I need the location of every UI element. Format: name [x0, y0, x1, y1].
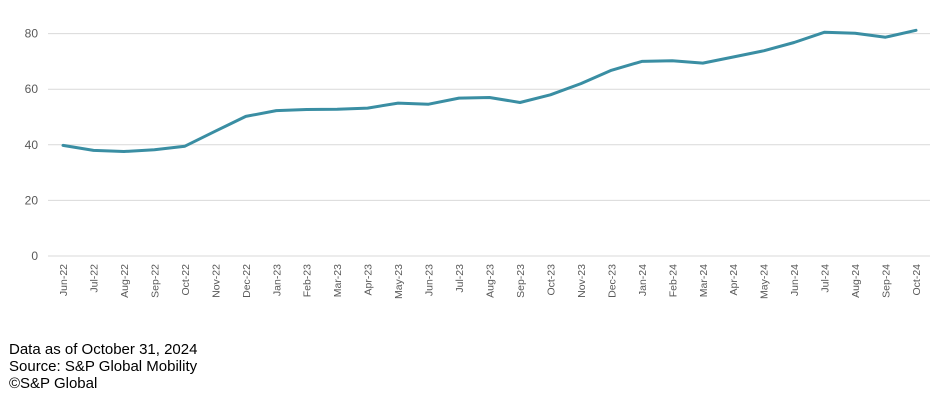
y-tick-label: 20 — [25, 193, 39, 207]
x-tick-label: Jan-23 — [271, 264, 283, 296]
copyright-note: ©S&P Global — [9, 375, 98, 392]
gridlines — [48, 33, 930, 257]
x-tick-label: Jul-24 — [820, 264, 832, 293]
data-as-of-note: Data as of October 31, 2024 — [9, 341, 198, 358]
y-tick-label: 0 — [31, 249, 38, 263]
series-layer — [61, 28, 918, 153]
x-tick-label: Aug-22 — [119, 264, 131, 298]
x-tick-label: Nov-23 — [576, 264, 588, 298]
x-tick-label: Jul-22 — [88, 264, 100, 293]
x-tick-label: May-23 — [393, 264, 405, 299]
x-tick-label: Oct-24 — [911, 264, 923, 296]
x-tick-label: Mar-24 — [698, 264, 710, 297]
x-tick-label: Sep-22 — [149, 264, 161, 298]
x-tick-label: Jun-23 — [424, 264, 436, 296]
x-tick-label: Oct-22 — [180, 264, 192, 296]
x-axis-ticks: Jun-22 Jul-22 Aug-22 Sep-22 Oct-22 Nov-22 Dec-… — [58, 264, 923, 299]
x-tick-label: Aug-24 — [850, 264, 862, 298]
x-tick-label: Apr-23 — [363, 264, 375, 296]
x-tick-label: Dec-22 — [241, 264, 253, 298]
x-tick-label: Jan-24 — [637, 264, 649, 296]
x-tick-label: Sep-23 — [515, 264, 527, 298]
x-tick-label: Sep-24 — [881, 264, 893, 298]
x-tick-label: May-24 — [759, 264, 771, 299]
series-line — [61, 28, 918, 153]
y-tick-label: 40 — [25, 138, 39, 152]
x-tick-label: Apr-24 — [728, 264, 740, 296]
y-tick-label: 80 — [25, 27, 39, 41]
x-tick-label: Aug-23 — [485, 264, 497, 298]
x-tick-label: Jul-23 — [454, 264, 466, 293]
x-tick-label: Jun-22 — [58, 264, 70, 296]
y-tick-label: 60 — [25, 82, 39, 96]
footnotes: Data as of October 31, 2024 Source: S&P … — [9, 341, 197, 392]
x-tick-label: Mar-23 — [332, 264, 344, 297]
x-tick-label: Dec-23 — [606, 264, 618, 298]
line-chart: 0 20 40 60 80 Jun-22 Jul-22 Aug-22 Sep-22 Oct-22… — [25, 27, 930, 299]
x-tick-label: Nov-22 — [210, 264, 222, 298]
x-tick-label: Oct-23 — [545, 264, 557, 296]
x-tick-label: Feb-24 — [667, 264, 679, 297]
source-note: Source: S&P Global Mobility — [9, 358, 198, 375]
x-tick-label: Jun-24 — [789, 264, 801, 296]
y-axis-ticks: 0 20 40 60 80 — [25, 27, 39, 263]
x-tick-label: Feb-23 — [302, 264, 314, 297]
